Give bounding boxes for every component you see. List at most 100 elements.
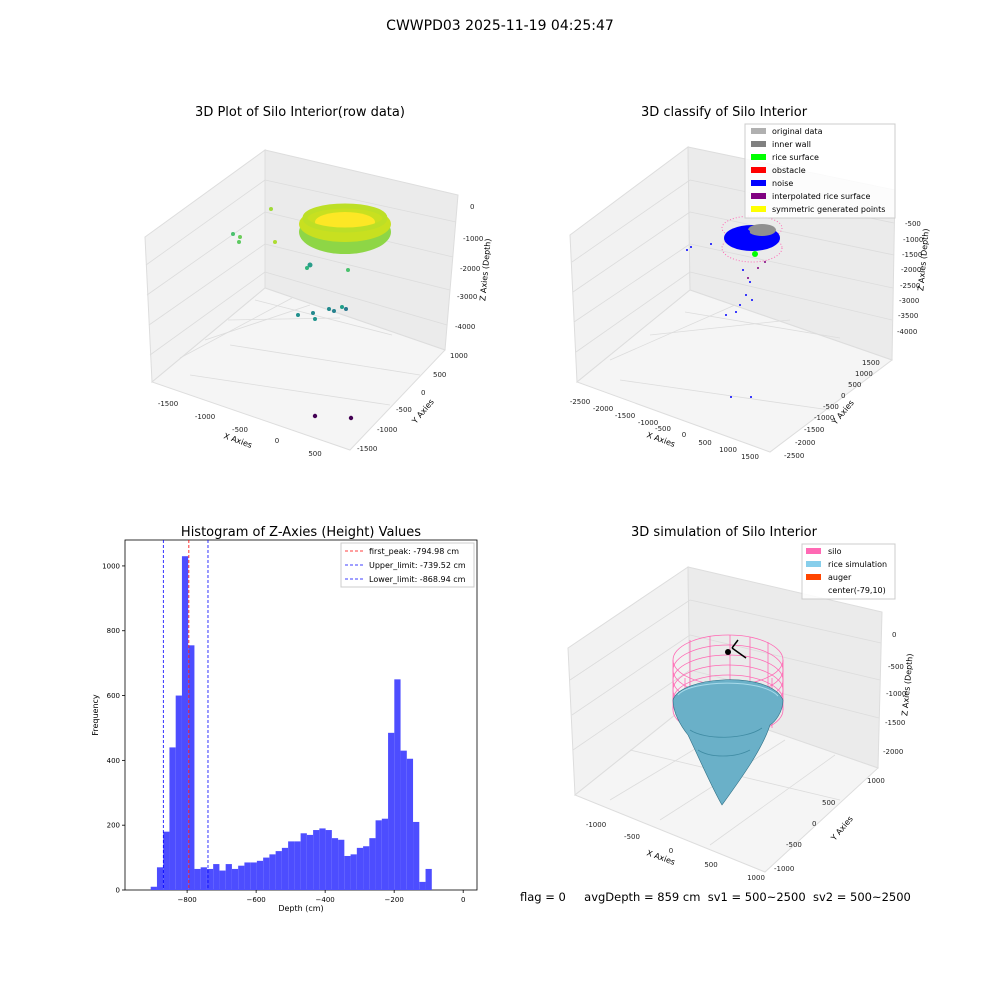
x-tick-label: -1000	[638, 419, 658, 427]
histogram-bar	[425, 868, 432, 890]
y-tick-label: -1500	[804, 426, 824, 434]
x-tick-label: -1500	[158, 400, 178, 408]
z-tick-label: -1000	[886, 690, 906, 698]
y-tick-label: 500	[848, 381, 861, 389]
y-tick-label: -1000	[774, 865, 794, 873]
x-tick-label: -500	[655, 425, 671, 433]
x-axis-label: X Axies	[645, 430, 676, 449]
y-tick-label: 0	[841, 392, 845, 400]
histogram-bar	[263, 857, 270, 890]
histogram-bar	[406, 758, 414, 890]
x-tick-label: -2000	[593, 405, 613, 413]
legend-swatch	[751, 180, 766, 186]
histogram-bar	[419, 881, 426, 890]
histogram-bar	[188, 645, 195, 890]
legend: silo rice simulation auger center(-79,10…	[801, 543, 896, 600]
histogram-bars	[150, 556, 432, 890]
x-tick-label: 1000	[719, 446, 737, 454]
legend-label: original data	[772, 127, 823, 136]
z-tick-label: -1000	[463, 235, 483, 243]
histogram-bar	[375, 820, 382, 890]
y-tick-label: 200	[107, 822, 120, 830]
histogram-bar	[156, 867, 164, 890]
x-tick-label: 0	[669, 847, 673, 855]
histogram-bar	[413, 821, 420, 890]
x-tick-label: 1000	[747, 874, 765, 880]
legend-swatch	[751, 141, 766, 147]
scatter-points	[686, 215, 783, 398]
panel-histogram: Histogram of Z-Axies (Height) Values −80…	[91, 525, 478, 913]
z-tick-label: -500	[905, 220, 921, 228]
x-ticks: −800 −600 −400 −200 0	[178, 890, 465, 904]
x-tick-label: −400	[316, 896, 335, 904]
x-tick-label: 500	[698, 439, 711, 447]
x-tick-label: 0	[275, 437, 279, 445]
legend-swatch	[806, 548, 821, 554]
z-tick-label: -3500	[898, 312, 918, 320]
histogram-bar	[288, 841, 295, 890]
legend-swatch	[751, 154, 766, 160]
histogram-bar	[256, 860, 264, 890]
histogram-bar	[350, 854, 357, 890]
histogram-bar	[194, 868, 201, 890]
y-tick-label: 500	[822, 799, 835, 807]
histogram-bar	[175, 695, 182, 890]
histogram-bar	[294, 841, 301, 890]
z-axis-label: Z Axies (Depth)	[478, 238, 492, 301]
histogram-bar	[338, 839, 345, 890]
panel-title: 3D classify of Silo Interior	[641, 105, 808, 120]
x-tick-label: 0	[461, 896, 465, 904]
histogram-bar	[388, 732, 395, 890]
histogram-bar	[213, 864, 220, 890]
histogram-bar	[344, 855, 351, 890]
reference-lines	[162, 540, 209, 890]
histogram-bar	[200, 867, 207, 890]
legend-label: Lower_limit: -868.94 cm	[369, 575, 466, 584]
legend-label: first_peak: -794.98 cm	[369, 547, 459, 556]
z-tick-label: -4000	[455, 323, 475, 331]
histogram-bar	[219, 870, 226, 890]
x-tick-label: 1500	[741, 453, 759, 461]
rice-surface	[672, 679, 784, 806]
y-tick-label: 0	[812, 820, 816, 828]
z-tick-label: -4000	[897, 328, 917, 336]
y-tick-label: -1000	[377, 426, 397, 434]
z-tick-label: 0	[470, 203, 474, 211]
y-tick-label: 1000	[450, 352, 468, 360]
z-tick-label: -3000	[457, 293, 477, 301]
status-footer: flag = 0 avgDepth = 859 cm sv1 = 500~250…	[520, 890, 911, 904]
histogram-bar	[306, 834, 314, 890]
y-tick-label: 400	[107, 757, 120, 765]
figure-title: CWWPD03 2025-11-19 04:25:47	[386, 18, 614, 34]
x-tick-label: −800	[178, 896, 197, 904]
panel-simulation-3d: 3D simulation of Silo Interior	[567, 525, 915, 880]
legend-swatch	[751, 167, 766, 173]
legend-swatch	[806, 561, 821, 567]
y-tick-label: 1000	[102, 562, 120, 570]
panel-raw-3d: 3D Plot of Silo Interior(row data) -1500…	[144, 105, 493, 458]
x-tick-label: -1000	[586, 821, 606, 829]
legend-swatch	[806, 574, 821, 580]
y-tick-label: -1500	[357, 445, 377, 453]
z-tick-label: -1500	[902, 251, 922, 259]
scatter-points	[231, 203, 391, 421]
panel-title: Histogram of Z-Axies (Height) Values	[181, 525, 421, 540]
histogram-bar	[369, 838, 376, 890]
legend-label: center(-79,10)	[828, 586, 886, 595]
panel-title: 3D simulation of Silo Interior	[631, 525, 818, 540]
panel-title: 3D Plot of Silo Interior(row data)	[195, 105, 405, 120]
x-tick-label: 500	[308, 450, 321, 458]
y-tick-label: 800	[107, 627, 120, 635]
legend: first_peak: -794.98 cm Upper_limit: -739…	[340, 542, 475, 588]
legend-label: symmetric generated points	[772, 205, 885, 214]
y-axis-label: Frequency	[91, 694, 100, 736]
z-tick-label: -2000	[883, 748, 903, 756]
z-tick-label: -1000	[903, 236, 923, 244]
z-tick-label: -500	[888, 663, 904, 671]
y-tick-label: -2000	[795, 439, 815, 447]
avg-depth-text: avgDepth = 859 cm	[584, 890, 701, 904]
legend-label: rice surface	[772, 153, 819, 162]
histogram-bar	[181, 556, 189, 890]
sv1-text: sv1 = 500~2500	[707, 890, 806, 904]
legend-swatch	[751, 206, 766, 212]
